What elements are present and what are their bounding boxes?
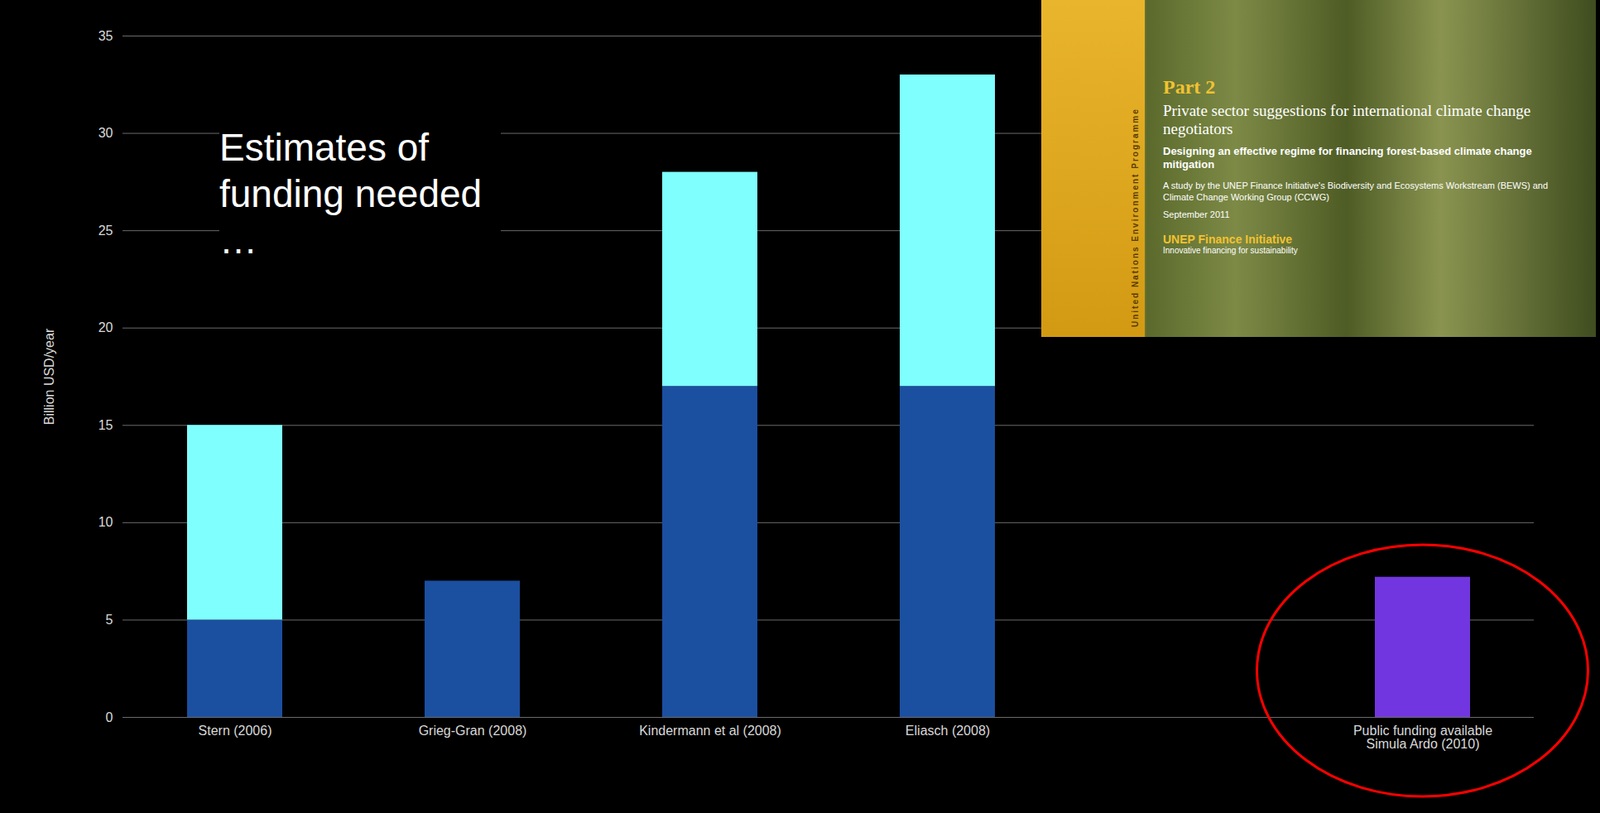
svg-text:Grieg-Gran (2008): Grieg-Gran (2008) [418,723,528,738]
svg-text:Eliasch (2008): Eliasch (2008) [905,723,990,738]
html-text:United Nations Environment Pro: United Nations Environment Programme [1130,107,1140,327]
html-text:A study by the UNEP Finance In: A study by the UNEP Finance Initiative's… [1162,180,1548,202]
svg-text:0: 0 [105,710,114,725]
svg-text:Kindermann et al (2008): Kindermann et al (2008) [639,723,782,738]
svg-text:15: 15 [98,418,114,433]
svg-text:Billion USD/year: Billion USD/year [42,327,57,425]
svg-text:30: 30 [98,125,114,140]
html-text:UNEP Finance Initiative: UNEP Finance Initiative [1162,232,1293,246]
html-text:Estimates of funding needed …: Estimates of funding needed … [219,125,482,262]
svg-text:Public funding availableSimula: Public funding availableSimula Ardo (201… [1353,723,1493,751]
svg-text:5: 5 [105,612,114,627]
svg-text:35: 35 [98,28,114,44]
svg-text:25: 25 [98,223,114,238]
html-text:Innovative financing for susta: Innovative financing for sustainability [1162,245,1298,255]
html-text:Part 2: Part 2 [1162,76,1216,98]
svg-text:10: 10 [98,514,114,529]
html-text:Private sector suggestions for: Private sector suggestions for internati… [1162,101,1531,138]
svg-text:20: 20 [98,320,114,335]
html-text:September 2011: September 2011 [1162,209,1230,220]
html-text:Designing an effective regime: Designing an effective regime for financ… [1162,144,1532,171]
svg-text:Stern (2006): Stern (2006) [198,723,273,738]
